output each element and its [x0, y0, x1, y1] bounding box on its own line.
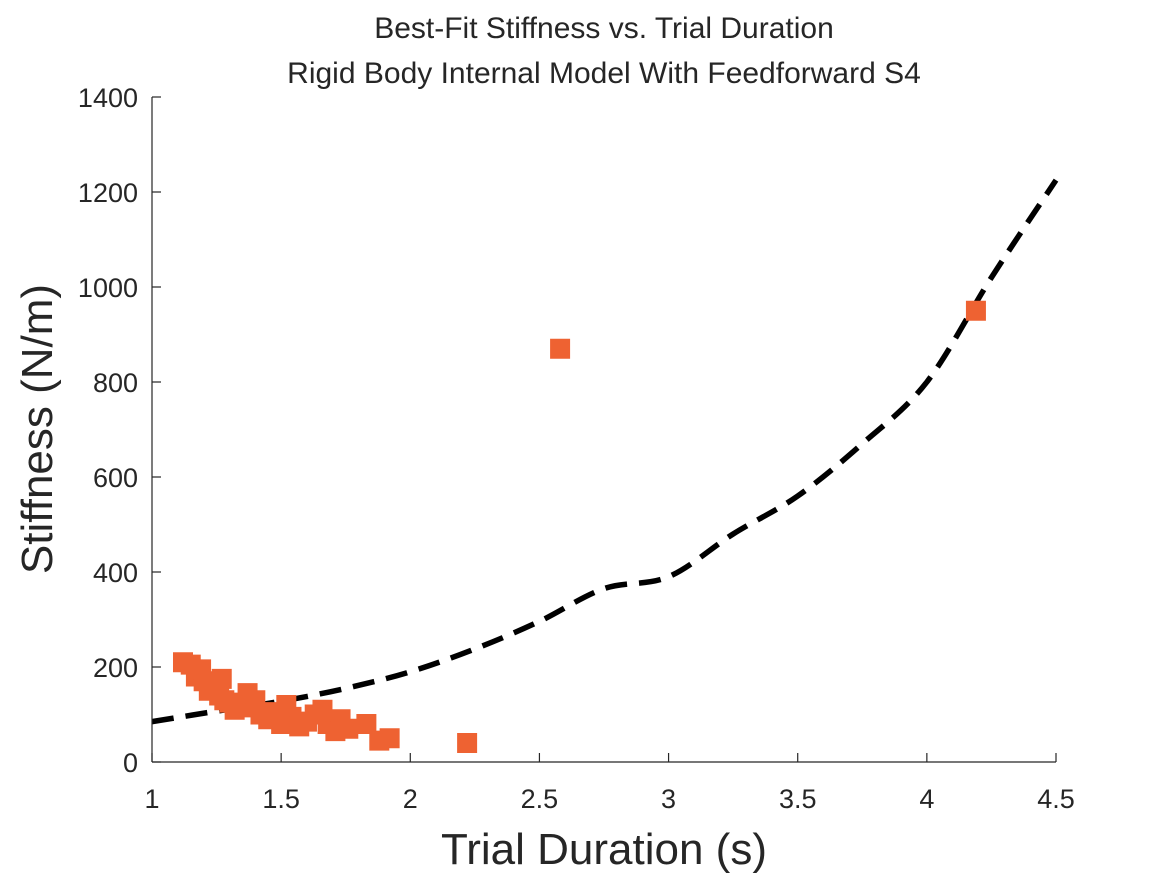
x-tick-label: 1 [144, 784, 159, 814]
data-point-marker [338, 718, 359, 739]
data-point-marker [211, 668, 232, 689]
data-point-marker [379, 728, 400, 749]
x-axis-ticks: 1 1.5 2 2.5 3 3.5 4 4.5 [144, 753, 1075, 814]
y-tick-label: 1200 [78, 178, 138, 208]
data-point-marker [356, 714, 377, 734]
data-point-marker [457, 733, 478, 753]
chart-title-line-1: Best-Fit Stiffness vs. Trial Duration [374, 12, 834, 45]
x-axis-label: Trial Duration (s) [441, 825, 767, 874]
y-tick-label: 1000 [78, 273, 138, 303]
data-point-marker [550, 338, 571, 359]
chart-title-line-2: Rigid Body Internal Model With Feedforwa… [287, 57, 921, 90]
y-tick-label: 1400 [78, 83, 138, 113]
y-axis-ticks: 0 200 400 600 800 1000 1200 1400 [78, 83, 161, 778]
y-tick-label: 800 [93, 368, 138, 398]
x-tick-label: 4 [919, 784, 934, 814]
y-tick-label: 600 [93, 463, 138, 493]
x-tick-label: 1.5 [262, 784, 300, 814]
fit-curve-layer [151, 178, 1059, 725]
fit-curve-line [151, 178, 1059, 725]
data-points-layer [172, 300, 986, 753]
y-axis-label: Stiffness (N/m) [13, 284, 62, 574]
x-tick-label: 2 [403, 784, 418, 814]
y-tick-label: 400 [93, 558, 138, 588]
y-tick-label: 200 [93, 653, 138, 683]
y-tick-label: 0 [123, 748, 138, 778]
x-tick-label: 3 [661, 784, 676, 814]
x-tick-label: 4.5 [1037, 784, 1075, 814]
x-tick-label: 2.5 [521, 784, 559, 814]
data-point-marker [965, 300, 986, 321]
x-tick-label: 3.5 [779, 784, 817, 814]
